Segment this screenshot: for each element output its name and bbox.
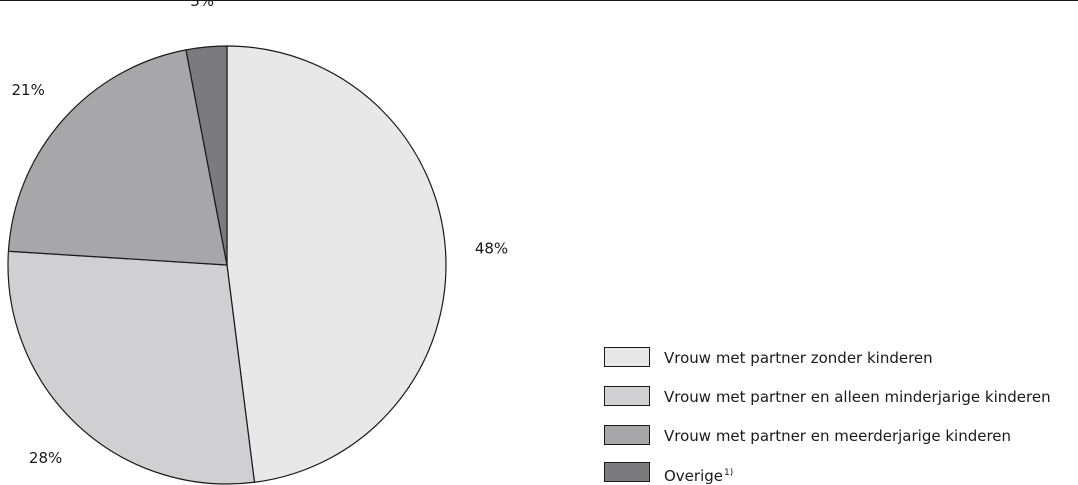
top-rule bbox=[0, 0, 1078, 1]
legend-label-other-text: Overige bbox=[664, 467, 723, 485]
legend-swatch bbox=[604, 425, 650, 445]
legend-label: Vrouw met partner en alleen minderjarige… bbox=[664, 388, 1051, 406]
pie-slice-partner-adult-children bbox=[7, 49, 228, 266]
pie-slice-other bbox=[185, 45, 228, 266]
pie-value-label-partner-no-children: 48% bbox=[475, 239, 508, 257]
legend-swatch bbox=[604, 347, 650, 367]
pie-chart: 48% 28% 21% 3% bbox=[7, 0, 508, 485]
pie-slice-partner-minor-children bbox=[7, 250, 256, 485]
pie-value-label-other: 3% bbox=[190, 0, 214, 10]
pie-slice-partner-no-children bbox=[226, 45, 447, 483]
legend-label: Vrouw met partner zonder kinderen bbox=[664, 349, 933, 367]
footnote-marker: 1) bbox=[724, 468, 734, 478]
legend-label-other: Overige1) bbox=[664, 464, 733, 485]
legend-label: Vrouw met partner en meerderjarige kinde… bbox=[664, 427, 1012, 445]
pie-value-label-partner-adult-children: 21% bbox=[12, 81, 45, 99]
legend-swatch bbox=[604, 462, 650, 482]
pie-value-label-partner-minor-children: 28% bbox=[29, 449, 62, 467]
legend-swatch bbox=[604, 386, 650, 406]
